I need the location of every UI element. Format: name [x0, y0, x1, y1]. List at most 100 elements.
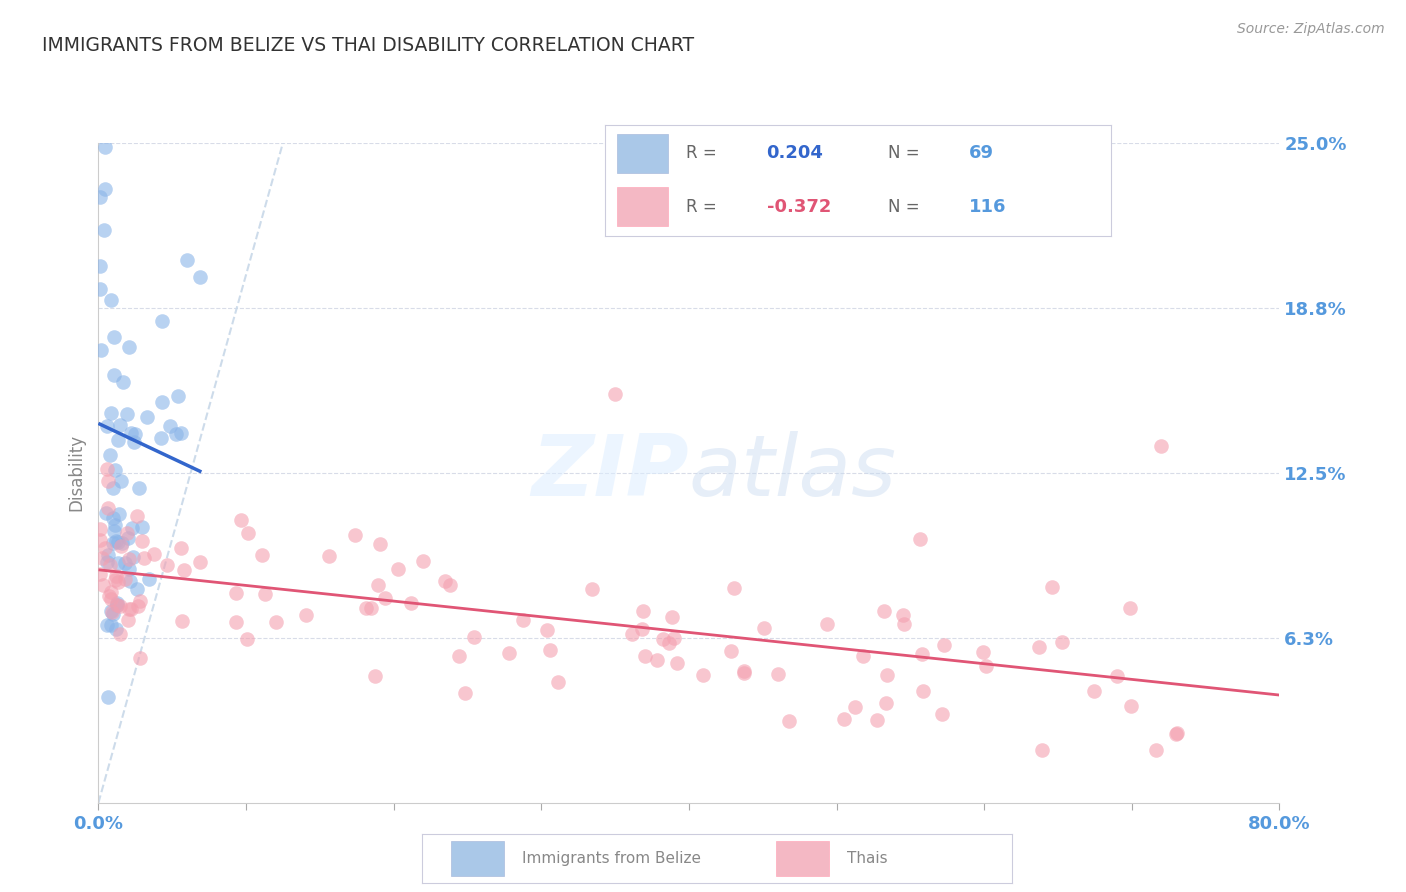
- Point: [1031, 743, 1053, 757]
- Point: [110, 539, 132, 553]
- Point: [104, 569, 127, 583]
- Point: [143, 547, 166, 561]
- Point: [1040, 580, 1063, 594]
- Point: [373, 591, 395, 605]
- Text: Immigrants from Belize: Immigrants from Belize: [522, 851, 702, 866]
- Point: [538, 642, 561, 657]
- Point: [101, 511, 124, 525]
- Point: [89, 282, 111, 296]
- Point: [96, 419, 118, 434]
- FancyBboxPatch shape: [451, 841, 505, 876]
- Point: [1166, 726, 1188, 740]
- Point: [165, 426, 187, 441]
- Point: [89, 84, 111, 98]
- Point: [90, 126, 112, 140]
- Point: [125, 509, 148, 524]
- Point: [666, 656, 689, 670]
- Point: [94, 507, 117, 521]
- Text: atlas: atlas: [689, 431, 897, 515]
- Point: [117, 532, 139, 546]
- Point: [170, 541, 193, 555]
- Point: [433, 574, 456, 588]
- Point: [852, 649, 875, 664]
- Point: [723, 581, 745, 595]
- Point: [93, 578, 115, 592]
- Point: [108, 599, 131, 613]
- Point: [891, 607, 914, 622]
- Text: Thais: Thais: [846, 851, 887, 866]
- Point: [295, 608, 318, 623]
- Point: [105, 533, 128, 548]
- Point: [778, 714, 800, 729]
- Point: [875, 696, 897, 710]
- Point: [844, 699, 866, 714]
- Point: [96, 555, 118, 569]
- Point: [370, 537, 392, 551]
- Point: [101, 481, 124, 495]
- Point: [100, 618, 122, 632]
- Point: [108, 417, 131, 432]
- FancyBboxPatch shape: [617, 187, 668, 227]
- Point: [96, 462, 118, 476]
- Point: [114, 572, 136, 586]
- Point: [225, 615, 247, 630]
- Point: [176, 252, 198, 267]
- Point: [101, 605, 124, 619]
- Point: [107, 574, 129, 589]
- Point: [93, 541, 115, 555]
- Text: 116: 116: [969, 198, 1007, 216]
- FancyBboxPatch shape: [776, 841, 830, 876]
- Point: [108, 627, 131, 641]
- Point: [98, 448, 121, 462]
- Point: [111, 536, 134, 550]
- Point: [89, 522, 111, 536]
- Point: [107, 433, 129, 447]
- Text: ZIP: ZIP: [531, 431, 689, 515]
- Point: [94, 115, 117, 129]
- Point: [231, 513, 253, 527]
- Point: [117, 552, 139, 566]
- Point: [150, 314, 173, 328]
- Point: [107, 556, 129, 570]
- Point: [104, 518, 127, 533]
- Point: [103, 330, 125, 344]
- Point: [1166, 726, 1188, 740]
- Point: [873, 604, 896, 618]
- Point: [111, 375, 134, 389]
- Point: [932, 638, 955, 652]
- Point: [132, 550, 155, 565]
- Point: [98, 589, 121, 603]
- Point: [89, 567, 111, 582]
- Point: [931, 707, 953, 722]
- Point: [101, 607, 124, 621]
- Point: [974, 659, 997, 673]
- Point: [972, 645, 994, 659]
- Point: [399, 596, 422, 610]
- Point: [127, 599, 149, 613]
- Point: [367, 578, 389, 592]
- Point: [121, 521, 143, 535]
- Text: Source: ZipAtlas.com: Source: ZipAtlas.com: [1237, 22, 1385, 37]
- Point: [150, 395, 173, 409]
- Point: [121, 550, 143, 565]
- Point: [128, 481, 150, 495]
- Point: [893, 617, 915, 632]
- Point: [387, 562, 409, 576]
- Point: [105, 599, 128, 613]
- Point: [238, 526, 260, 541]
- Point: [364, 669, 387, 683]
- Point: [733, 666, 755, 681]
- Point: [118, 340, 141, 354]
- Point: [120, 574, 142, 588]
- Point: [89, 533, 111, 547]
- Point: [120, 426, 142, 441]
- Point: [1050, 634, 1073, 648]
- Point: [170, 425, 193, 440]
- Text: R =: R =: [686, 145, 721, 162]
- Point: [356, 600, 378, 615]
- Point: [124, 434, 146, 449]
- Point: [93, 140, 115, 154]
- Point: [131, 520, 153, 534]
- Point: [100, 604, 122, 618]
- Text: -0.372: -0.372: [766, 198, 831, 216]
